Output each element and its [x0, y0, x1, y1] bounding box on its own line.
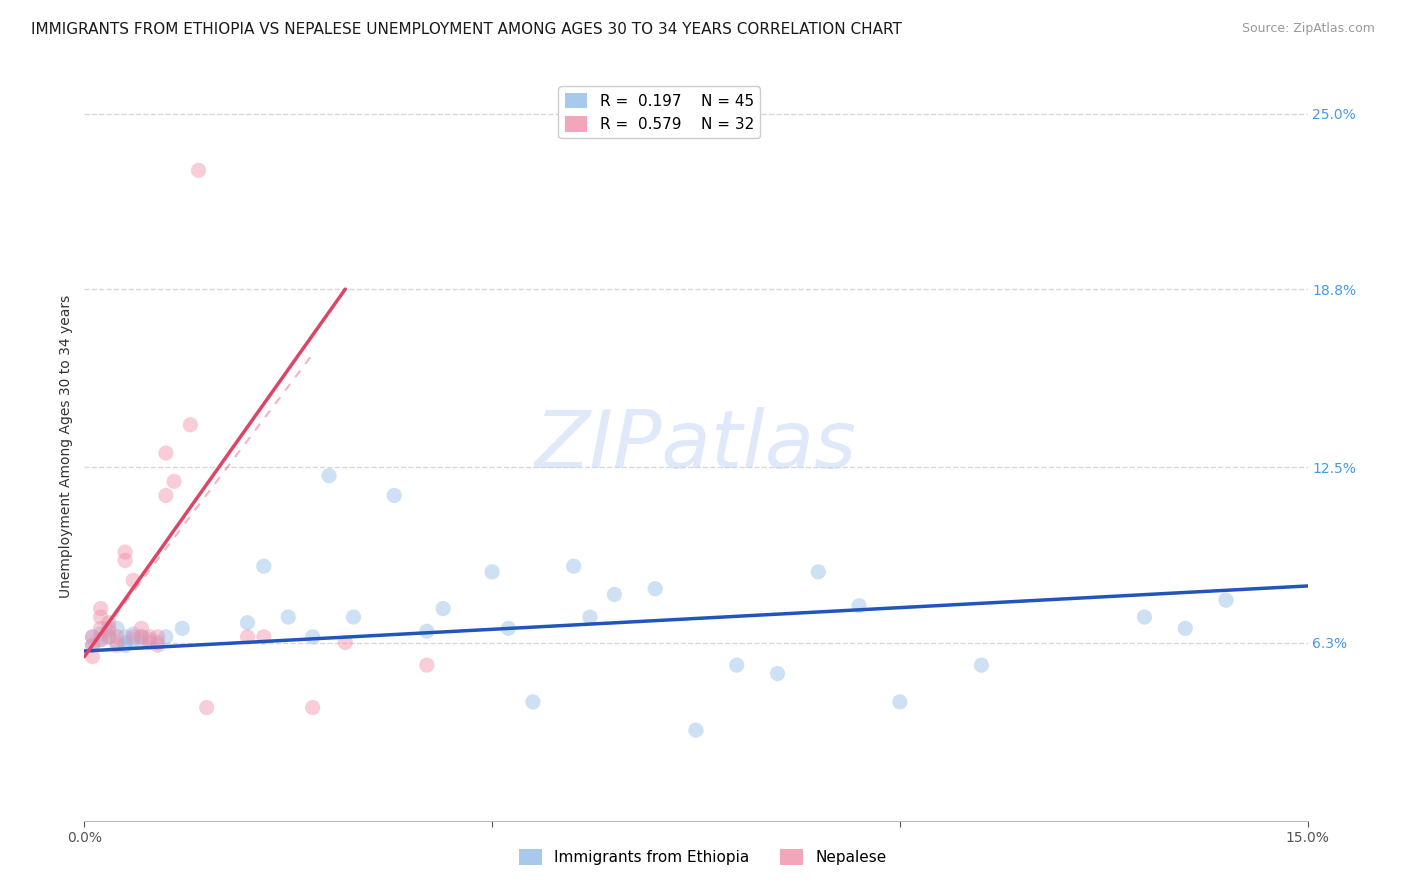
- Point: [105, 638, 128, 652]
- Point: [1215, 593, 1237, 607]
- Point: [301, 630, 323, 644]
- Point: [253, 559, 276, 574]
- Point: [522, 695, 544, 709]
- Point: [105, 635, 128, 649]
- Point: [122, 574, 145, 588]
- Point: [766, 666, 789, 681]
- Point: [236, 615, 259, 630]
- Point: [146, 630, 169, 644]
- Point: [195, 700, 218, 714]
- Point: [90, 632, 112, 647]
- Point: [90, 627, 112, 641]
- Point: [131, 621, 153, 635]
- Text: ZIPatlas: ZIPatlas: [534, 407, 858, 485]
- Point: [82, 630, 104, 644]
- Point: [342, 610, 364, 624]
- Text: Source: ZipAtlas.com: Source: ZipAtlas.com: [1241, 22, 1375, 36]
- Point: [105, 630, 128, 644]
- Point: [301, 700, 323, 714]
- Point: [187, 163, 209, 178]
- Point: [114, 553, 136, 567]
- Point: [82, 630, 104, 644]
- Point: [90, 632, 112, 647]
- Point: [172, 621, 194, 635]
- Point: [82, 649, 104, 664]
- Point: [579, 610, 602, 624]
- Point: [82, 638, 104, 652]
- Point: [90, 610, 112, 624]
- Point: [1133, 610, 1156, 624]
- Point: [122, 630, 145, 644]
- Point: [155, 488, 177, 502]
- Point: [725, 658, 748, 673]
- Point: [138, 630, 160, 644]
- Point: [335, 635, 357, 649]
- Legend: Immigrants from Ethiopia, Nepalese: Immigrants from Ethiopia, Nepalese: [513, 843, 893, 871]
- Point: [90, 621, 112, 635]
- Point: [498, 621, 520, 635]
- Point: [970, 658, 993, 673]
- Point: [114, 635, 136, 649]
- Point: [131, 635, 153, 649]
- Point: [807, 565, 830, 579]
- Point: [97, 615, 120, 630]
- Point: [236, 630, 259, 644]
- Point: [97, 624, 120, 639]
- Point: [97, 630, 120, 644]
- Point: [122, 627, 145, 641]
- Point: [97, 630, 120, 644]
- Point: [253, 630, 276, 644]
- Point: [318, 468, 340, 483]
- Point: [97, 621, 120, 635]
- Point: [416, 624, 439, 639]
- Point: [114, 545, 136, 559]
- Point: [848, 599, 870, 613]
- Point: [179, 417, 201, 432]
- Point: [382, 488, 405, 502]
- Point: [138, 635, 160, 649]
- Point: [163, 475, 186, 489]
- Point: [481, 565, 503, 579]
- Point: [138, 632, 160, 647]
- Point: [889, 695, 911, 709]
- Point: [644, 582, 666, 596]
- Point: [114, 638, 136, 652]
- Point: [155, 630, 177, 644]
- Point: [1174, 621, 1197, 635]
- Y-axis label: Unemployment Among Ages 30 to 34 years: Unemployment Among Ages 30 to 34 years: [59, 294, 73, 598]
- Point: [155, 446, 177, 460]
- Point: [90, 601, 112, 615]
- Point: [131, 630, 153, 644]
- Point: [105, 621, 128, 635]
- Point: [562, 559, 585, 574]
- Text: IMMIGRANTS FROM ETHIOPIA VS NEPALESE UNEMPLOYMENT AMONG AGES 30 TO 34 YEARS CORR: IMMIGRANTS FROM ETHIOPIA VS NEPALESE UNE…: [31, 22, 901, 37]
- Point: [146, 635, 169, 649]
- Point: [277, 610, 299, 624]
- Point: [122, 632, 145, 647]
- Point: [131, 630, 153, 644]
- Point: [603, 587, 626, 601]
- Legend: R =  0.197    N = 45, R =  0.579    N = 32: R = 0.197 N = 45, R = 0.579 N = 32: [558, 87, 761, 138]
- Point: [432, 601, 454, 615]
- Point: [82, 638, 104, 652]
- Point: [416, 658, 439, 673]
- Point: [685, 723, 707, 738]
- Point: [114, 630, 136, 644]
- Point: [146, 638, 169, 652]
